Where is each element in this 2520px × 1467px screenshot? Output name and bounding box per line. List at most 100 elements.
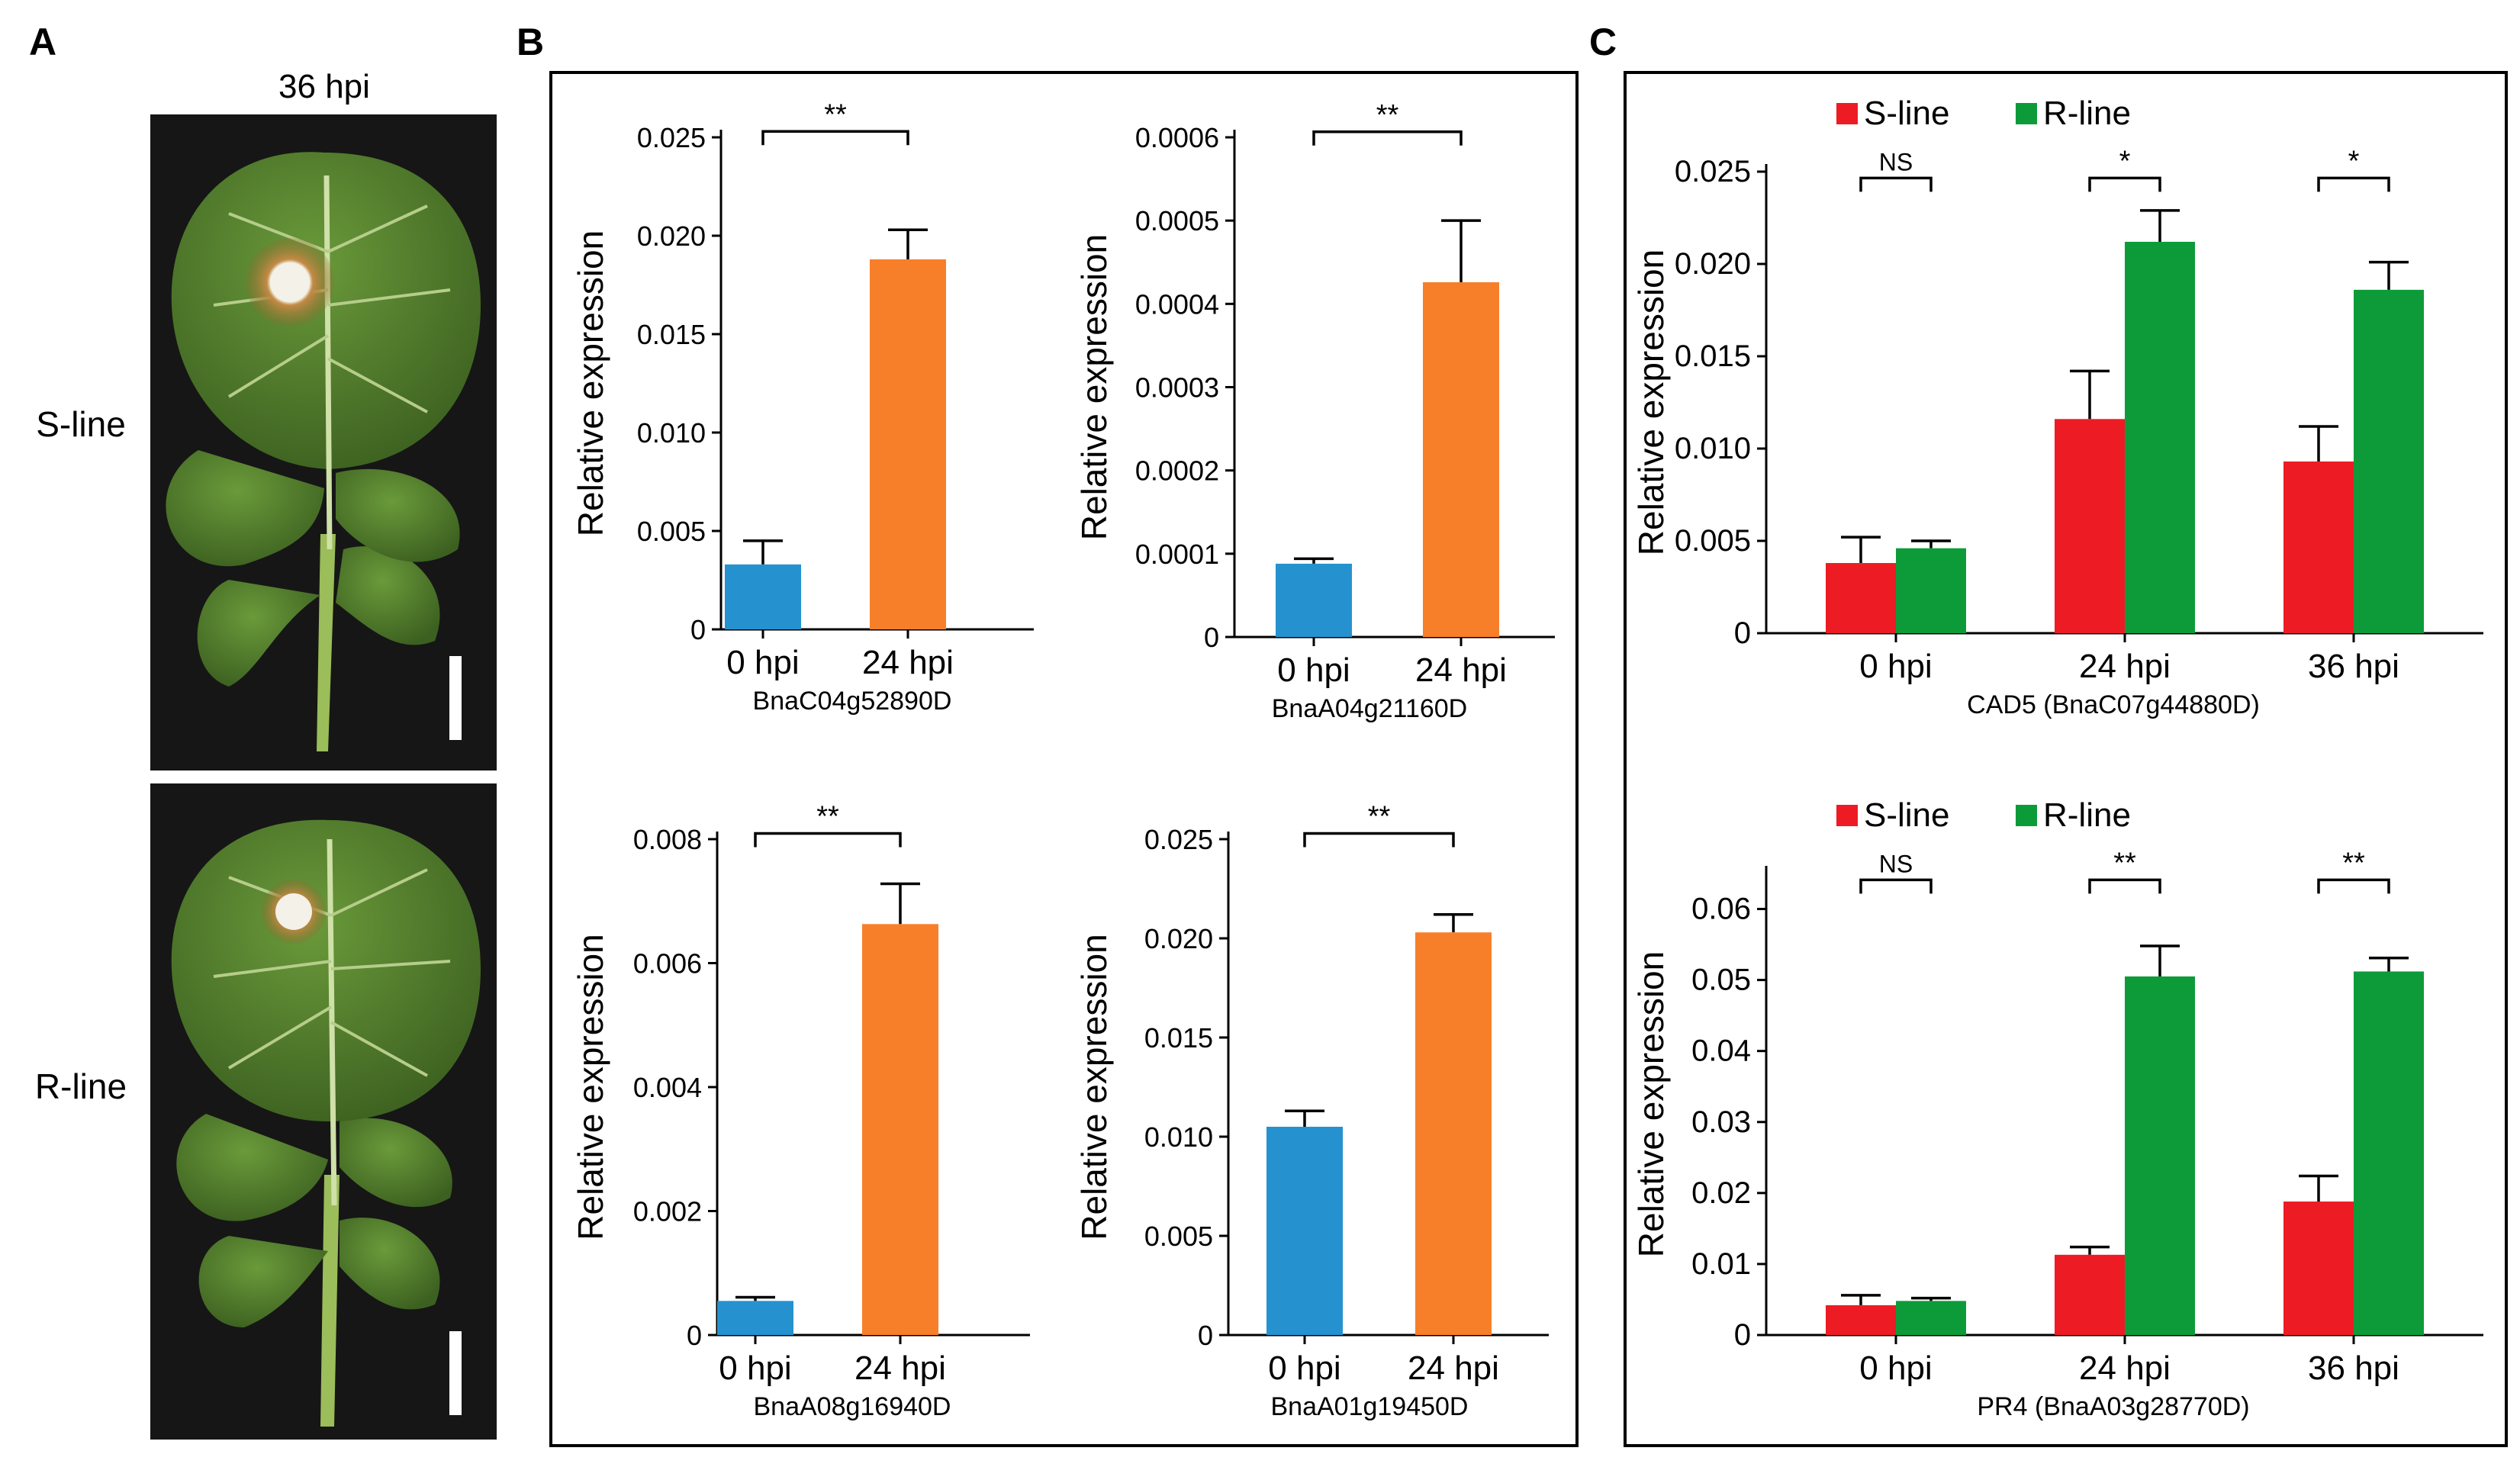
x-tick-label: 24 hpi (862, 644, 954, 681)
y-axis-title: Relative expression (1074, 234, 1114, 540)
significance-label: ** (816, 801, 839, 833)
significance-label: ** (1368, 801, 1391, 833)
significance-36-hpi-label: ** (2342, 847, 2365, 879)
y-tick-label: 0.010 (1675, 432, 1751, 465)
x-tick-label: 0 hpi (1859, 648, 1932, 685)
significance-36-hpi-label: * (2348, 145, 2360, 177)
y-axis-title: Relative expression (1631, 951, 1671, 1257)
significance-bracket (1303, 832, 1455, 848)
gene-label: BnaA08g16940D (753, 1392, 951, 1421)
y-tick-label: 0.005 (1144, 1221, 1213, 1252)
bar-0-hpi (1276, 563, 1352, 637)
y-axis-title: Relative expression (571, 230, 610, 536)
x-tick-label: 24 hpi (2079, 1350, 2171, 1387)
significance-36-hpi-bracket (2317, 878, 2390, 894)
s-line-leaf-photo (150, 114, 497, 770)
bar-R-line-36-hpi (2354, 289, 2424, 633)
bar-R-line-24-hpi (2125, 241, 2195, 634)
x-tick-label: 0 hpi (1277, 651, 1350, 689)
legend-label-R-line: R-line (2043, 796, 2131, 834)
y-tick-label: 0.020 (1675, 247, 1751, 281)
y-tick-label: 0.03 (1691, 1105, 1751, 1139)
gene-label: BnaA04g21160D (1272, 694, 1467, 723)
x-tick-label: 24 hpi (1408, 1350, 1499, 1387)
y-tick-label: 0.0004 (1135, 288, 1219, 320)
y-tick-label: 0.025 (637, 122, 706, 153)
gene-label: CAD5 (BnaC07g44880D) (1967, 690, 2260, 719)
bar-S-line-0-hpi (1826, 563, 1896, 633)
significance-0-hpi-bracket (1859, 176, 1933, 192)
panel-a: A 36 hpi S-line R-line (29, 21, 497, 1440)
y-tick-label: 0 (1734, 616, 1751, 650)
panel-b-frame (549, 71, 1579, 1447)
legend-label-S-line: S-line (1864, 796, 1950, 834)
y-tick-label: 0.04 (1691, 1034, 1751, 1068)
y-tick-label: 0.005 (637, 516, 706, 547)
y-tick-label: 0.01 (1691, 1247, 1751, 1281)
time-label: 36 hpi (278, 68, 370, 105)
bar-R-line-36-hpi (2354, 971, 2424, 1335)
significance-bracket (761, 130, 909, 146)
scale-bar-icon (449, 656, 462, 740)
y-tick-label: 0 (1198, 1320, 1213, 1351)
y-tick-label: 0.0005 (1135, 205, 1219, 236)
chart-bnaa04g21160d: 0 0.0001 0.0002 0.0003 0.0004 0.0005 0.0006 Rel… (1074, 99, 1555, 723)
chart-bnaa08g16940d: 0 0.002 0.004 0.006 0.008 Relative expression… (571, 801, 1030, 1421)
x-tick-label: 24 hpi (1415, 651, 1507, 689)
x-tick-label: 0 hpi (1859, 1350, 1932, 1387)
panel-b: B 0 0.005 0.010 0.015 0.020 0.025 Relative exp… (517, 21, 1579, 1447)
y-tick-label: 0.010 (1144, 1121, 1213, 1153)
y-tick-label: 0.010 (637, 417, 706, 449)
y-tick-label: 0.06 (1691, 893, 1751, 926)
x-tick-label: 0 hpi (719, 1350, 791, 1387)
gene-label: BnaC04g52890D (753, 687, 952, 716)
significance-label: ** (1376, 99, 1399, 131)
panel-b-label: B (517, 21, 544, 63)
y-tick-label: 0.020 (1144, 923, 1213, 954)
bar-S-line-24-hpi (2055, 419, 2125, 633)
y-tick-label: 0.015 (1675, 339, 1751, 373)
y-tick-label: 0.0006 (1135, 122, 1219, 153)
bar-0-hpi (1266, 1127, 1343, 1335)
y-tick-label: 0 (687, 1320, 702, 1351)
y-tick-label: 0.025 (1675, 155, 1751, 188)
y-tick-label: 0.0003 (1135, 372, 1219, 404)
bar-24-hpi (870, 259, 946, 629)
panel-a-label: A (29, 21, 56, 63)
y-tick-label: 0.05 (1691, 964, 1751, 997)
bar-24-hpi (862, 924, 938, 1335)
bar-S-line-24-hpi (2055, 1254, 2125, 1335)
x-tick-label: 0 hpi (726, 644, 799, 681)
significance-0-hpi-label: NS (1879, 148, 1913, 175)
chart-pr4: 0 0.01 0.02 0.03 0.04 0.05 0.06 Relative expres… (1631, 796, 2483, 1421)
significance-36-hpi-bracket (2317, 176, 2390, 192)
significance-label: ** (824, 98, 847, 130)
significance-bracket (1312, 130, 1463, 146)
bar-R-line-0-hpi (1896, 1301, 1966, 1335)
significance-24-hpi-label: * (2119, 145, 2131, 177)
y-axis-title: Relative expression (571, 934, 610, 1240)
panel-c-frame (1624, 71, 2508, 1447)
bar-R-line-0-hpi (1896, 548, 1966, 633)
row-label-r-line: R-line (35, 1066, 127, 1106)
bar-S-line-0-hpi (1826, 1305, 1896, 1335)
y-tick-label: 0.015 (637, 319, 706, 350)
panel-c-label: C (1589, 21, 1617, 63)
bar-24-hpi (1423, 281, 1499, 637)
y-tick-label: 0.0001 (1135, 539, 1219, 570)
bar-S-line-36-hpi (2283, 461, 2354, 633)
significance-0-hpi-label: NS (1879, 850, 1913, 877)
bar-R-line-24-hpi (2125, 976, 2195, 1335)
r-line-leaf-photo (150, 783, 497, 1440)
legend-swatch-S-line (1836, 103, 1858, 124)
significance-0-hpi-bracket (1859, 878, 1933, 894)
y-tick-label: 0.002 (633, 1196, 702, 1227)
significance-bracket (754, 832, 902, 848)
y-axis-title: Relative expression (1074, 934, 1114, 1240)
significance-24-hpi-label: ** (2113, 847, 2136, 879)
y-tick-label: 0 (1204, 622, 1219, 653)
gene-label: PR4 (BnaA03g28770D) (1977, 1392, 2249, 1421)
legend-swatch-S-line (1836, 805, 1858, 826)
